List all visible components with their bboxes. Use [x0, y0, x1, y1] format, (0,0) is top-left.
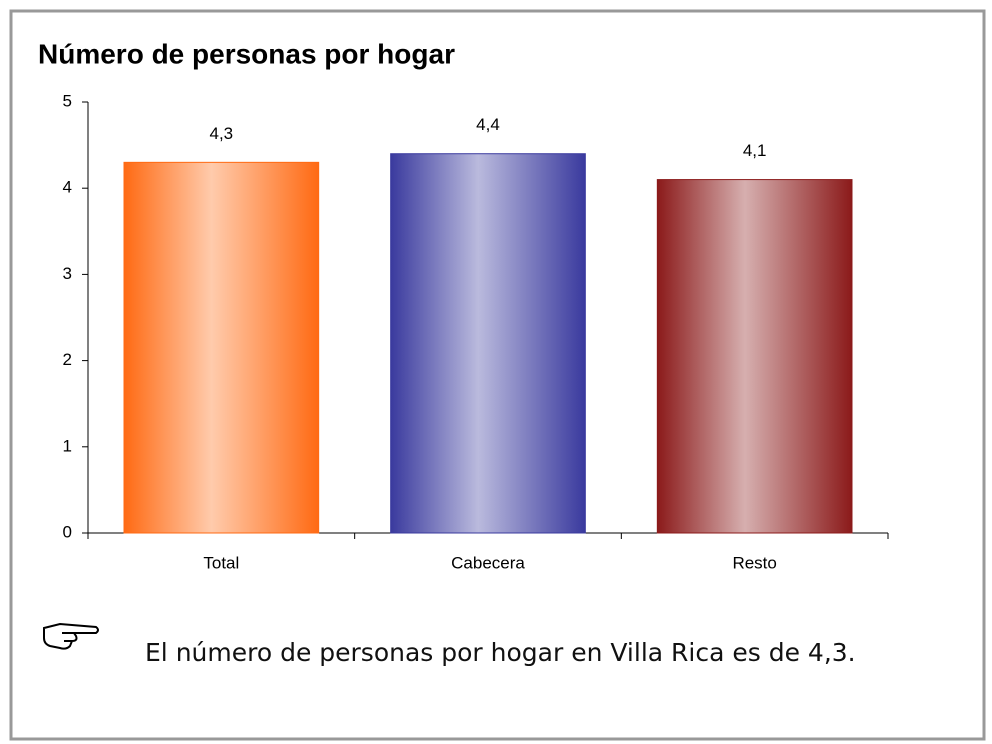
- y-tick-label: 1: [63, 436, 72, 455]
- chart-title: Número de personas por hogar: [38, 38, 455, 69]
- value-label: 4,1: [743, 141, 767, 160]
- note: El número de personas por hogar en Villa…: [145, 638, 856, 667]
- x-tick-label: Resto: [732, 553, 776, 572]
- value-label: 4,3: [210, 124, 234, 143]
- value-label: 4,4: [476, 115, 500, 134]
- y-tick-label: 4: [63, 178, 72, 197]
- y-tick-label: 3: [63, 264, 72, 283]
- bar: [123, 161, 320, 534]
- bar: [656, 179, 853, 534]
- y-tick-label: 0: [63, 522, 72, 541]
- y-tick-label: 5: [63, 91, 72, 110]
- bar: [390, 153, 586, 534]
- hand-icon: [43, 622, 99, 650]
- x-tick-label: Total: [203, 553, 239, 572]
- x-tick-label: Cabecera: [451, 553, 525, 572]
- y-tick-label: 2: [63, 350, 72, 369]
